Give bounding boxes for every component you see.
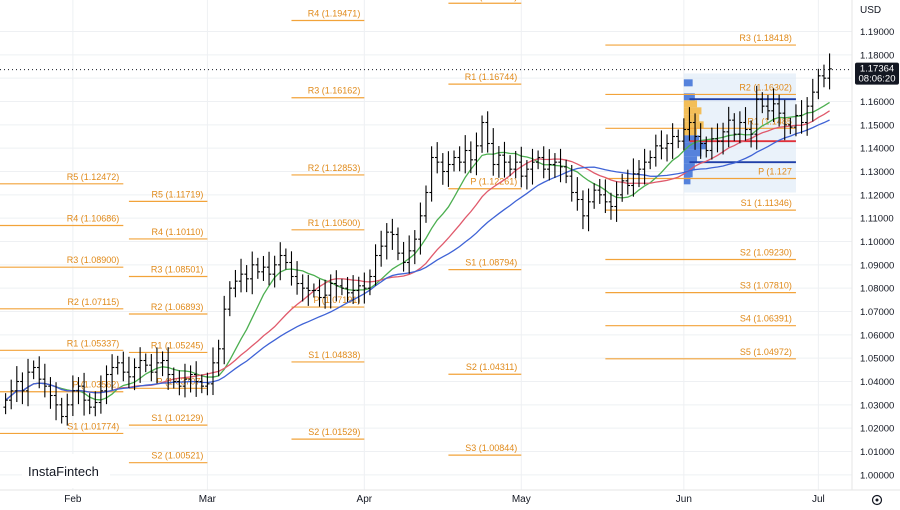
pivot-label: R1 (1.10500) — [308, 218, 361, 228]
x-tick-label: Apr — [357, 494, 373, 505]
y-tick-label: 1.11000 — [860, 214, 894, 225]
countdown-label: 08:06:20 — [859, 74, 896, 85]
pivot-label: R2 (1.20211) — [465, 0, 517, 1]
y-tick-label: 1.02000 — [860, 424, 894, 435]
moving-averages — [5, 101, 830, 401]
y-tick-label: 1.18000 — [860, 50, 894, 61]
y-tick-label: 1.09000 — [860, 260, 894, 271]
brand-box-bg — [22, 454, 110, 488]
pivot-label: R3 (1.18418) — [739, 33, 792, 43]
x-tick-label: May — [512, 494, 531, 505]
pivot-label: S1 (1.11346) — [741, 198, 792, 208]
pivot-label: R4 (1.19471) — [308, 9, 361, 19]
gear-icon[interactable] — [871, 494, 883, 506]
profile-bar — [683, 114, 700, 122]
y-tick-label: 1.10000 — [860, 237, 894, 248]
profile-bar — [683, 163, 695, 171]
moving-average-line — [5, 101, 830, 401]
currency-selector[interactable]: USD — [860, 5, 881, 16]
pivot-label: R4 (1.10686) — [67, 213, 120, 223]
pivot-label: R1 (1.05245) — [151, 340, 204, 350]
y-tick-label: 1.06000 — [860, 330, 894, 341]
pivot-label: S3 (1.00844) — [465, 443, 517, 453]
time-axis[interactable]: Feb Mar Apr May Jun Jul — [0, 489, 900, 505]
profile-bar — [683, 79, 693, 87]
pivot-label: S2 (1.09230) — [740, 247, 792, 257]
candles — [3, 53, 832, 426]
pivot-label: R3 (1.08900) — [67, 255, 120, 265]
y-tick-label: 1.19000 — [860, 27, 894, 38]
y-tick-label: 1.05000 — [860, 354, 894, 365]
profile-bar — [683, 121, 704, 129]
pivot-label: S1 (1.02129) — [151, 413, 203, 423]
pivot-label: S1 (1.08794) — [465, 258, 517, 268]
pivot-label: S1 (1.04838) — [308, 350, 360, 360]
y-tick-label: 1.16000 — [860, 97, 894, 108]
grid-lines — [0, 0, 852, 490]
pivot-label: R2 (1.07115) — [67, 297, 119, 307]
x-tick-label: Jul — [812, 494, 825, 505]
brand-box: InstaFintech — [22, 454, 110, 488]
pivot-label: P (1.03562) — [72, 380, 119, 390]
pivot-label: S2 (1.01529) — [308, 427, 360, 437]
x-tick-label: Jun — [676, 494, 692, 505]
pivot-label: R5 (1.11719) — [152, 189, 204, 199]
profile-bar — [683, 93, 695, 101]
profile-bar — [683, 100, 698, 108]
pivot-label: P (1.07191) — [313, 295, 360, 305]
pivot-label: S2 (1.00521) — [151, 451, 203, 461]
y-tick-label: 1.13000 — [860, 167, 894, 178]
pivot-label: S1 (1.01774) — [67, 421, 119, 431]
y-tick-label: 1.08000 — [860, 284, 894, 295]
y-tick-label: 1.04000 — [860, 377, 894, 388]
profile-bar — [683, 107, 702, 115]
profile-bar — [683, 128, 698, 136]
pivot-label: P (1.03707) — [157, 376, 204, 386]
y-tick-label: 1.01000 — [860, 447, 894, 458]
profile-bar — [683, 149, 702, 157]
pivot-label: S5 (1.04972) — [740, 347, 792, 357]
pivot-label: R3 (1.08501) — [151, 264, 204, 274]
current-price-label: 1.17364 — [860, 64, 894, 75]
pivot-label: R2 (1.16302) — [739, 82, 792, 92]
pivot-label: R1 (1.16744) — [465, 72, 518, 82]
pivot-label: P (1.12261) — [470, 177, 517, 187]
brand-logo: InstaFintech — [28, 464, 99, 479]
y-tick-label: 1.03000 — [860, 400, 894, 411]
pivot-levels: R5 (1.12472) R4 (1.10686) R3 (1.08900) R2 (… — [0, 0, 796, 464]
pivot-label: R4 (1.10110) — [152, 227, 204, 237]
pivot-label: S4 (1.06391) — [740, 314, 792, 324]
pivot-label: S2 (1.04311) — [466, 362, 517, 372]
x-tick-label: Mar — [199, 494, 217, 505]
pivot-label: S3 (1.07810) — [740, 281, 792, 291]
pivot-label: P (1.127 — [758, 167, 792, 177]
y-tick-label: 1.14000 — [860, 144, 894, 155]
y-tick-label: 1.00000 — [860, 470, 894, 481]
y-tick-label: 1.12000 — [860, 190, 894, 201]
profile-bar — [683, 170, 693, 178]
pivot-label: R2 (1.06893) — [151, 302, 204, 312]
current-price-badge-bg — [855, 62, 899, 85]
moving-average-line — [5, 119, 830, 401]
currency-label[interactable]: USD — [860, 5, 881, 16]
x-tick-label: Feb — [64, 494, 82, 505]
profile-bar — [683, 156, 698, 164]
pivot-label: R5 (1.12472) — [67, 172, 120, 182]
current-price-badge: 1.17364 08:06:20 — [855, 62, 899, 85]
pivot-label: R3 (1.16162) — [308, 86, 361, 96]
y-tick-label: 1.15000 — [860, 120, 894, 131]
profile-bar — [683, 177, 691, 185]
y-tick-label: 1.07000 — [860, 307, 894, 318]
pivot-label: R2 (1.12853) — [308, 163, 361, 173]
profile-bar — [683, 135, 700, 143]
pivot-label: R1 (1.05337) — [67, 338, 120, 348]
